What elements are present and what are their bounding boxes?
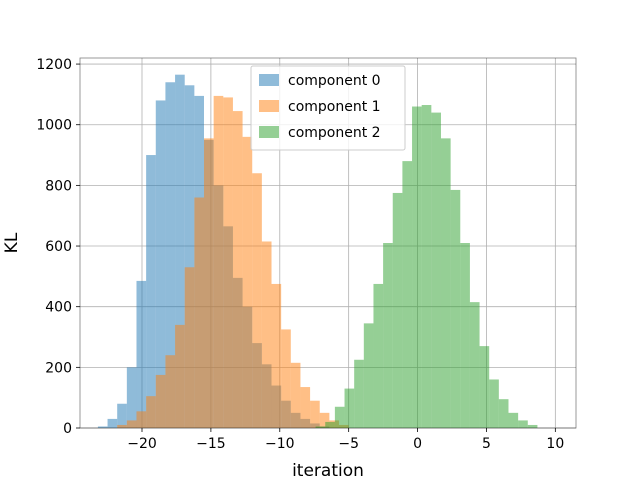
x-tick-label: 0 [413, 436, 422, 452]
histogram-bar [194, 197, 204, 428]
histogram-bar [146, 396, 156, 428]
histogram-bar [344, 388, 355, 428]
histogram-bar [223, 97, 233, 428]
series-2-bars [315, 105, 538, 429]
histogram-bar [508, 412, 519, 428]
histogram-bar [155, 374, 166, 428]
histogram-bar [450, 189, 461, 428]
histogram-bar [300, 387, 311, 428]
histogram-bar [281, 329, 291, 428]
histogram-bar [310, 400, 320, 428]
histogram-bar [315, 426, 326, 428]
x-tick-label: −10 [265, 436, 295, 452]
histogram-bar [518, 420, 528, 428]
histogram-bar [498, 399, 509, 428]
histogram-bar [97, 426, 108, 428]
histogram-bar [402, 161, 413, 429]
histogram-bar [373, 283, 384, 428]
histogram-bar [184, 85, 195, 429]
histogram-bar [232, 111, 243, 429]
histogram-bar [290, 362, 301, 428]
x-axis-label: iteration [292, 461, 364, 480]
y-axis-label: KL [2, 232, 22, 253]
histogram-bar [117, 424, 127, 428]
legend-entry-label: component 1 [288, 99, 381, 115]
histogram-bar [117, 403, 127, 428]
histogram-bar [392, 192, 403, 428]
legend-entry-label: component 0 [288, 73, 381, 89]
histogram-bars [97, 74, 538, 429]
histogram-bar [252, 173, 262, 428]
histogram-bar [489, 379, 499, 428]
histogram-bar [155, 100, 166, 428]
histogram-bar [184, 267, 195, 428]
y-tick-label: 600 [45, 239, 72, 255]
legend-entry-label: component 2 [288, 125, 381, 141]
histogram-bar [261, 241, 272, 428]
histogram-bar [383, 243, 393, 428]
histogram-bar [126, 367, 137, 428]
histogram-bar [334, 406, 345, 428]
histogram-bar [325, 421, 335, 428]
histogram-bar [319, 412, 330, 428]
histogram-bar [242, 136, 253, 428]
histogram-bar [136, 280, 147, 428]
legend: component 0 component 1 component 2 [250, 65, 406, 151]
axis-ticks: −20 −15 −10 −5 0 5 10 0 200 400 600 800 1000 1200 [36, 57, 564, 452]
histogram-bar [431, 112, 441, 429]
y-tick-label: 200 [45, 360, 72, 376]
x-tick-label: −5 [338, 436, 359, 452]
histogram-bar [146, 155, 156, 428]
histogram-bar [126, 420, 137, 428]
x-tick-label: 5 [482, 436, 491, 452]
histogram-bar [469, 302, 480, 428]
histogram-bar [354, 359, 364, 428]
legend-swatch [259, 100, 279, 112]
y-tick-label: 800 [45, 178, 72, 194]
histogram-bar [440, 138, 451, 429]
histogram-bar [204, 138, 214, 429]
histogram-bar [107, 418, 118, 428]
y-tick-label: 1200 [36, 57, 72, 73]
y-tick-label: 1000 [36, 118, 72, 134]
series-1-bars [117, 95, 349, 429]
histogram-bar [136, 411, 147, 428]
y-tick-label: 0 [63, 421, 72, 437]
histogram-bar [165, 82, 176, 428]
plot-frame [79, 57, 577, 429]
histogram-bar [421, 105, 432, 429]
legend-swatch [259, 74, 279, 86]
histogram-bar [175, 74, 185, 428]
legend-box [250, 65, 406, 151]
histogram-bar [527, 424, 538, 428]
histogram-bar [460, 243, 470, 428]
histogram-bar [363, 323, 374, 428]
histogram-bar [213, 95, 224, 428]
histogram-bar [271, 283, 282, 428]
x-tick-label: −15 [196, 436, 226, 452]
histogram-bar [479, 346, 490, 428]
x-tick-label: −20 [127, 436, 157, 452]
legend-swatch [259, 126, 279, 138]
histogram-bar [165, 355, 176, 428]
histogram-bar [175, 324, 185, 428]
y-tick-label: 400 [45, 300, 72, 316]
x-tick-label: 10 [546, 436, 564, 452]
histogram-bar [412, 106, 422, 428]
